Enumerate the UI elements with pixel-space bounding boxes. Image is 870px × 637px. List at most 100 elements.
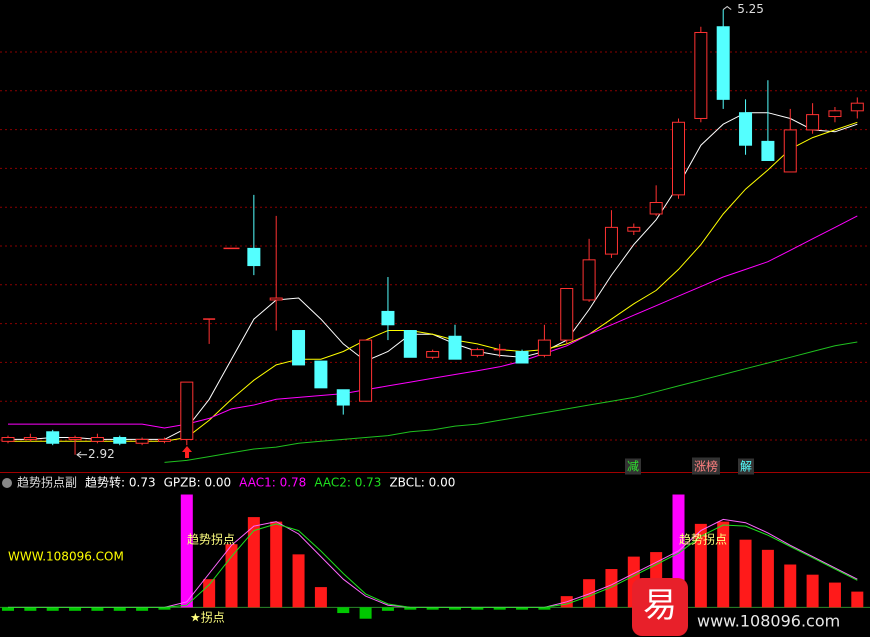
low-label: 2.92 <box>88 447 115 461</box>
indicator-bar <box>91 607 104 611</box>
candle-body <box>850 102 864 112</box>
candle-body <box>403 330 417 358</box>
legend-item: AAC2: 0.73 <box>314 476 381 490</box>
candle-body <box>537 339 551 356</box>
candle-body <box>448 335 462 360</box>
indicator-bar <box>516 607 529 610</box>
indicator-bar <box>24 607 37 611</box>
ma-line <box>8 121 858 442</box>
candle-body <box>359 339 373 402</box>
signal-label: 涨榜 <box>694 459 718 474</box>
indicator-line <box>8 523 858 608</box>
legend-item: GPZB: 0.00 <box>164 476 232 490</box>
candle-body <box>157 438 171 442</box>
indicator-bar <box>113 607 126 611</box>
indicator-bar <box>225 544 238 608</box>
watermark-icon: 易 <box>643 586 677 626</box>
signal-box <box>737 458 755 475</box>
watermark-text: www.108096.com <box>697 612 840 631</box>
candle-body <box>180 381 194 440</box>
panel-divider <box>0 472 870 473</box>
indicator-bar <box>449 607 461 610</box>
annotation: 趋势拐点 <box>187 532 235 547</box>
indicator-bar <box>694 523 707 608</box>
indicator-line <box>8 518 858 608</box>
candle-body <box>247 247 261 267</box>
indicator-bar <box>136 607 149 611</box>
candle-body <box>46 431 60 444</box>
signal-label: 解 <box>740 460 752 474</box>
candle-body <box>761 140 775 161</box>
candle-body <box>694 31 708 119</box>
indicator-bar <box>426 607 439 610</box>
candle-body <box>269 297 283 301</box>
indicator-bar <box>784 564 797 608</box>
collapse-icon[interactable] <box>2 478 12 488</box>
low-arrow-head <box>76 451 82 459</box>
indicator-bar <box>806 574 819 608</box>
candle-body <box>672 121 685 196</box>
indicator-bar <box>158 607 171 610</box>
legend-item: 趋势转: 0.73 <box>85 475 156 490</box>
indicator-bar <box>717 521 730 608</box>
indicator-bar <box>292 554 305 608</box>
signal-box <box>624 458 642 475</box>
candle-body <box>582 259 596 301</box>
annotation: ★拐点 <box>190 610 225 625</box>
candle-body <box>381 310 395 326</box>
indicator-bar <box>203 579 216 608</box>
candle-body <box>716 26 730 100</box>
candle-body <box>739 112 753 146</box>
candle-body <box>68 437 82 440</box>
indicator-bar <box>337 607 350 614</box>
indicator-title: 趋势拐点副 <box>17 475 77 490</box>
indicator-bar <box>314 587 327 608</box>
high-label: 5.25 <box>737 2 764 16</box>
signal-label: 减 <box>627 460 639 474</box>
annotation: 趋势拐点 <box>679 532 727 547</box>
buy-arrow <box>182 446 192 458</box>
indicator-bar <box>538 607 551 610</box>
candle-body <box>1 437 15 442</box>
indicator-bar <box>851 591 864 608</box>
indicator-bar <box>359 607 372 619</box>
candle-body <box>806 114 820 131</box>
candle-body <box>560 287 574 341</box>
legend-item: AAC1: 0.78 <box>239 476 306 490</box>
watermark-badge <box>632 578 688 636</box>
candle-body <box>113 437 127 444</box>
candle-body <box>90 437 104 442</box>
candle-body <box>23 437 37 440</box>
candle-body <box>336 389 350 406</box>
pulse-bar <box>180 494 193 608</box>
indicator-bar <box>828 582 841 608</box>
candle-body <box>604 226 618 255</box>
candle-body <box>135 438 149 444</box>
indicator-bar <box>2 607 14 611</box>
indicator-bar <box>270 521 283 608</box>
ma-line <box>164 341 858 463</box>
indicator-bar <box>471 607 484 610</box>
signal-box <box>691 457 721 475</box>
indicator-bar <box>247 517 260 608</box>
ma-line <box>8 112 858 440</box>
ma-line <box>8 215 858 429</box>
indicator-bar <box>605 569 618 608</box>
candle-body <box>627 226 641 232</box>
indicator-bar <box>404 607 417 610</box>
indicator-bar <box>46 607 59 611</box>
candle-body <box>515 351 529 364</box>
candle-body <box>426 351 440 358</box>
annotation: WWW.108096.COM <box>8 550 124 564</box>
high-flag <box>722 5 732 10</box>
indicator-bar <box>739 539 752 608</box>
candle-body <box>828 110 842 118</box>
indicator-bar <box>381 607 394 611</box>
candle-body <box>292 330 306 366</box>
indicator-bar <box>69 607 82 611</box>
candle-body <box>470 349 484 356</box>
indicator-bar <box>583 579 596 608</box>
indicator-bar <box>493 607 506 610</box>
candle-body <box>783 129 797 173</box>
